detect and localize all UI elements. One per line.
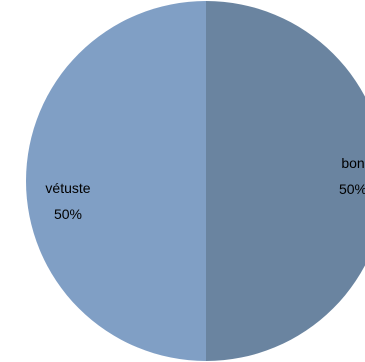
slice-label-1: vétuste bbox=[45, 180, 90, 196]
slice-percent-label-0: 50% bbox=[339, 181, 365, 197]
slice-label-0: bon bbox=[341, 155, 364, 171]
slice-percent-label-1: 50% bbox=[54, 206, 82, 222]
pie-slice-0 bbox=[206, 1, 365, 361]
pie-slices bbox=[26, 1, 365, 361]
pie-slice-1 bbox=[26, 1, 206, 361]
slice-labels: bon 50% vétuste 50% bbox=[45, 155, 365, 222]
